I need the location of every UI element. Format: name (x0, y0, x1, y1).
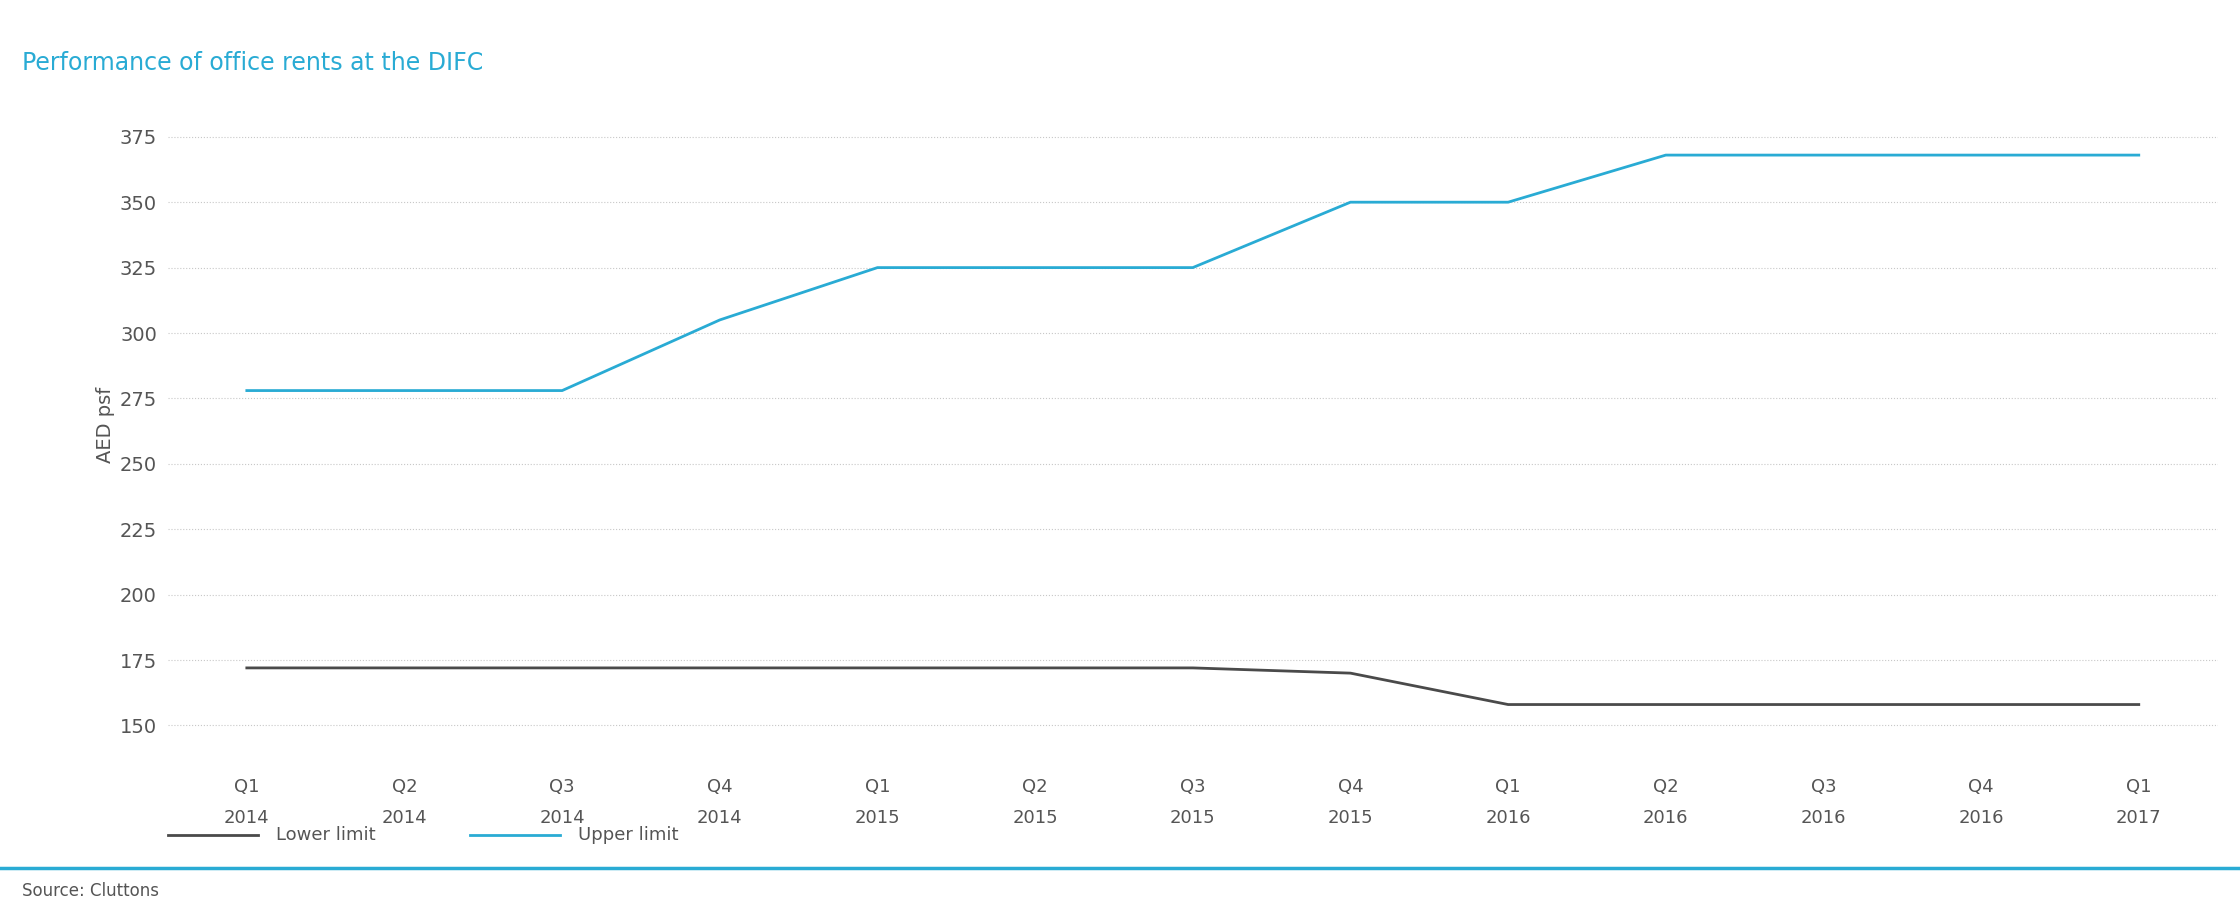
Y-axis label: AED psf: AED psf (96, 387, 114, 462)
Text: Q1: Q1 (865, 778, 889, 796)
Text: Q1: Q1 (1496, 778, 1521, 796)
Text: Q4: Q4 (708, 778, 732, 796)
Text: 2015: 2015 (856, 809, 900, 827)
Text: 2015: 2015 (1169, 809, 1216, 827)
Text: Q2: Q2 (1021, 778, 1048, 796)
Text: 2015: 2015 (1012, 809, 1057, 827)
Text: Q4: Q4 (1337, 778, 1364, 796)
Text: 2017: 2017 (2117, 809, 2162, 827)
Text: Q3: Q3 (1810, 778, 1837, 796)
Text: Q1: Q1 (2126, 778, 2150, 796)
Text: 2016: 2016 (1958, 809, 2005, 827)
Text: 2014: 2014 (381, 809, 428, 827)
Text: Q2: Q2 (1653, 778, 1678, 796)
Text: Q4: Q4 (1969, 778, 1994, 796)
Text: Q3: Q3 (1180, 778, 1205, 796)
Text: 2016: 2016 (1801, 809, 1846, 827)
Text: Performance of office rents at the DIFC: Performance of office rents at the DIFC (22, 51, 484, 75)
Text: Q1: Q1 (235, 778, 260, 796)
Text: 2014: 2014 (697, 809, 744, 827)
Text: 2015: 2015 (1328, 809, 1373, 827)
Text: Source: Cluttons: Source: Cluttons (22, 881, 159, 900)
Text: Q2: Q2 (392, 778, 417, 796)
Text: 2014: 2014 (224, 809, 269, 827)
Text: 2016: 2016 (1485, 809, 1530, 827)
Text: Lower limit: Lower limit (276, 826, 374, 845)
Text: Upper limit: Upper limit (578, 826, 679, 845)
Text: 2016: 2016 (1642, 809, 1689, 827)
Text: 2014: 2014 (540, 809, 585, 827)
Text: Q3: Q3 (549, 778, 576, 796)
